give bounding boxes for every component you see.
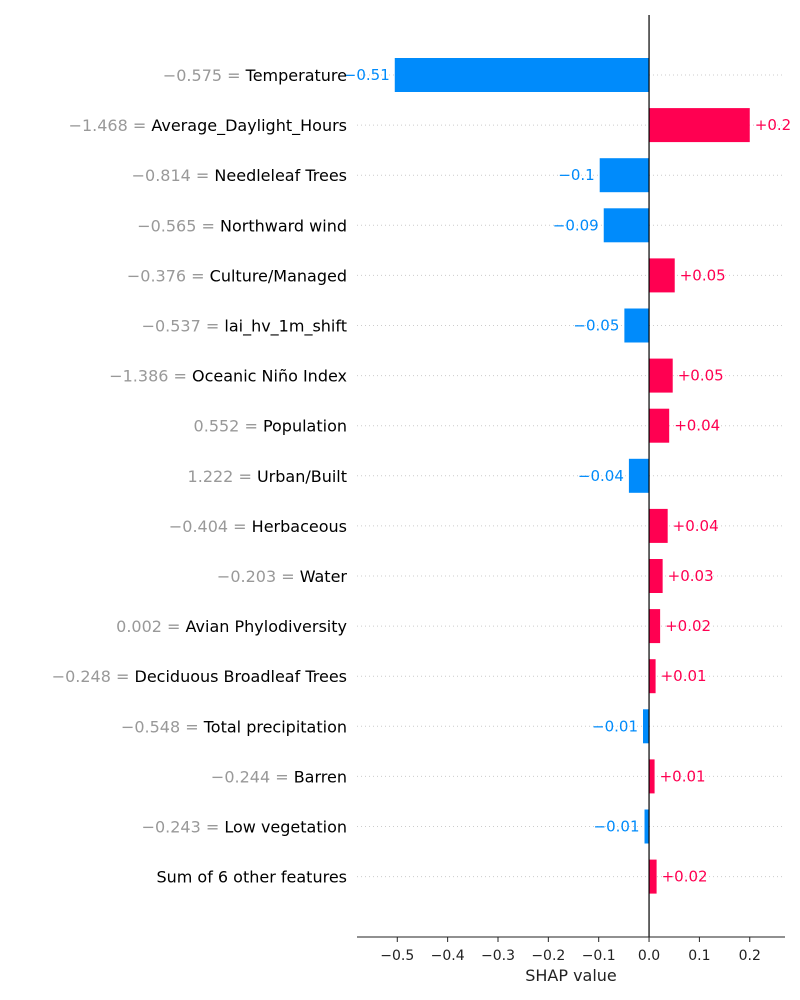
bar-value-label: +0.02 xyxy=(665,617,711,635)
bar-value-label: +0.01 xyxy=(660,767,706,785)
bar-value-label: +0.05 xyxy=(680,266,726,284)
bar-value-label: +0.03 xyxy=(668,567,714,585)
feature-value-text: −0.248 = xyxy=(52,667,135,686)
bar-value-label: −0.1 xyxy=(558,166,594,184)
feature-value-text: −0.404 = xyxy=(169,517,252,536)
feature-value-text: 0.552 = xyxy=(194,417,263,436)
feature-name-text: Average_Daylight_Hours xyxy=(151,116,347,136)
feature-name-text: Water xyxy=(300,567,348,586)
bar-value-label: −0.01 xyxy=(592,717,638,735)
feature-name-text: lai_hv_1m_shift xyxy=(224,317,347,337)
x-axis-title: SHAP value xyxy=(525,966,617,985)
shap-bar xyxy=(628,458,650,493)
bar-value-label: +0.05 xyxy=(678,367,724,385)
shap-bar xyxy=(624,308,650,343)
feature-label: −1.386 = Oceanic Niño Index xyxy=(109,367,347,386)
feature-name-text: Sum of 6 other features xyxy=(156,868,347,887)
bar-value-label: +0.04 xyxy=(674,417,720,435)
feature-label: Sum of 6 other features xyxy=(156,868,347,887)
shap-bar xyxy=(649,759,655,794)
feature-value-text: −0.537 = xyxy=(142,317,225,336)
feature-name-text: Temperature xyxy=(245,66,347,85)
feature-value-text: −1.468 = xyxy=(69,116,152,135)
feature-label: −0.548 = Total precipitation xyxy=(121,717,347,736)
x-tick-label: 0.2 xyxy=(739,948,761,964)
bar-value-label: +0.04 xyxy=(673,517,719,535)
feature-label: −0.537 = lai_hv_1m_shift xyxy=(142,317,347,337)
x-tick-label: 0.1 xyxy=(688,948,710,964)
shap-bar xyxy=(394,58,650,92)
feature-name-text: Herbaceous xyxy=(252,517,347,536)
feature-value-text: −0.244 = xyxy=(211,767,294,786)
bar-value-label: +0.2 xyxy=(755,116,791,134)
feature-name-text: Low vegetation xyxy=(224,818,347,837)
feature-label: 1.222 = Urban/Built xyxy=(188,467,347,486)
shap-bar xyxy=(649,609,661,644)
bar-value-label: +0.02 xyxy=(662,868,708,886)
feature-name-text: Needleleaf Trees xyxy=(214,166,347,185)
shap-bar xyxy=(649,559,663,593)
feature-value-text: −0.575 = xyxy=(163,66,246,85)
feature-label: −0.244 = Barren xyxy=(211,767,347,786)
feature-label: −0.404 = Herbaceous xyxy=(169,517,347,536)
feature-label: 0.002 = Avian Phylodiversity xyxy=(116,617,347,636)
feature-name-text: Barren xyxy=(294,767,347,786)
shap-bar xyxy=(649,859,657,894)
feature-label: −0.248 = Deciduous Broadleaf Trees xyxy=(52,667,347,686)
x-tick-label: −0.4 xyxy=(431,948,465,964)
feature-value-text: 0.002 = xyxy=(116,617,185,636)
feature-value-text: −0.565 = xyxy=(137,216,220,235)
feature-name-text: Culture/Managed xyxy=(210,266,347,285)
feature-value-text: −0.814 = xyxy=(132,166,215,185)
feature-name-text: Oceanic Niño Index xyxy=(192,367,347,386)
x-tick-label: 0.0 xyxy=(638,948,660,964)
feature-label: −1.468 = Average_Daylight_Hours xyxy=(69,116,347,136)
feature-name-text: Urban/Built xyxy=(257,467,347,486)
bar-value-label: −0.05 xyxy=(573,317,619,335)
feature-label: −0.575 = Temperature xyxy=(163,66,347,85)
shap-bar xyxy=(649,358,673,393)
feature-value-text: −0.243 = xyxy=(142,818,225,837)
shap-bar xyxy=(649,258,675,293)
shap-bar xyxy=(649,508,668,543)
shap-bar xyxy=(649,408,670,443)
x-tick-label: −0.2 xyxy=(531,948,565,964)
x-tick-label: −0.5 xyxy=(380,948,414,964)
feature-label: −0.565 = Northward wind xyxy=(137,216,347,235)
feature-name-text: Population xyxy=(263,417,347,436)
feature-value-text: 1.222 = xyxy=(188,467,257,486)
feature-value-text: −0.203 = xyxy=(217,567,300,586)
feature-name-text: Deciduous Broadleaf Trees xyxy=(135,667,348,686)
bar-value-label: +0.01 xyxy=(661,667,707,685)
shap-bar xyxy=(599,158,650,193)
feature-label: −0.814 = Needleleaf Trees xyxy=(132,166,347,185)
shap-bar xyxy=(603,208,650,243)
feature-label: −0.203 = Water xyxy=(217,567,348,586)
feature-label: 0.552 = Population xyxy=(194,417,347,436)
feature-label: −0.243 = Low vegetation xyxy=(142,818,347,837)
x-tick-label: −0.3 xyxy=(481,948,515,964)
feature-name-text: Northward wind xyxy=(220,216,347,235)
bar-value-label: −0.09 xyxy=(553,216,599,234)
feature-value-text: −0.548 = xyxy=(121,717,204,736)
feature-name-text: Total precipitation xyxy=(203,717,347,736)
bar-value-label: −0.51 xyxy=(344,66,390,84)
shap-bar xyxy=(649,659,656,694)
bar-value-label: −0.04 xyxy=(578,467,624,485)
shap-bar xyxy=(643,709,650,744)
feature-name-text: Avian Phylodiversity xyxy=(186,617,347,636)
feature-value-text: −1.386 = xyxy=(109,367,192,386)
feature-value-text: −0.376 = xyxy=(127,266,210,285)
x-tick-label: −0.1 xyxy=(582,948,616,964)
feature-label: −0.376 = Culture/Managed xyxy=(127,266,347,285)
bar-value-label: −0.01 xyxy=(594,818,640,836)
shap-bar xyxy=(644,809,650,844)
shap-bar xyxy=(649,108,750,143)
